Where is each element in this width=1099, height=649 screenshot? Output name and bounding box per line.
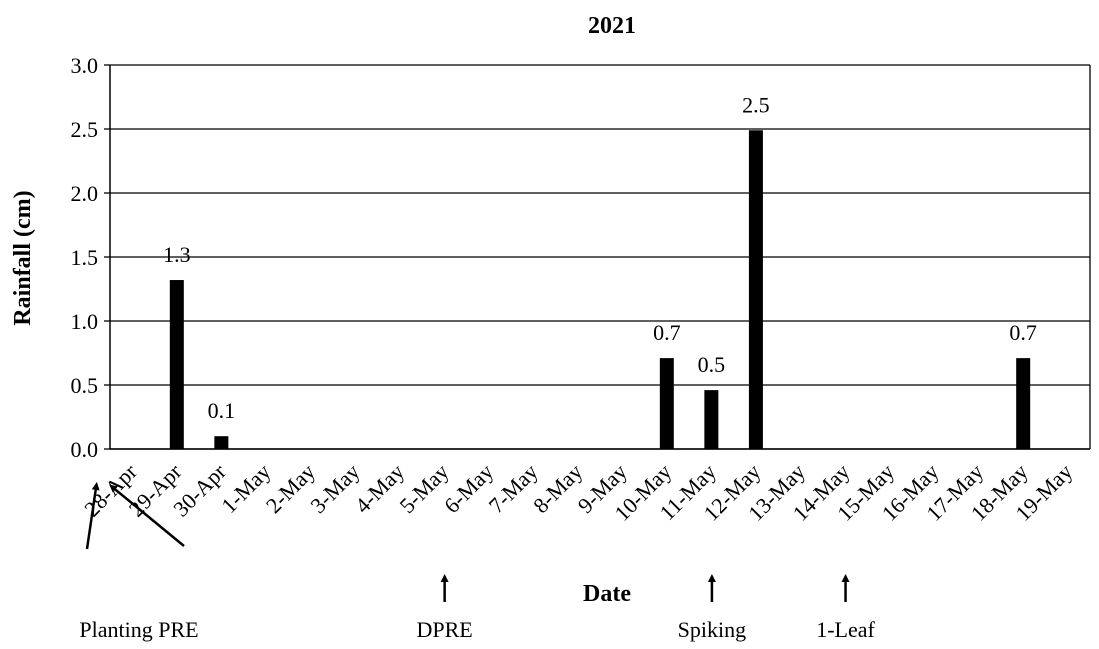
annotation-1-leaf: 1-Leaf — [816, 617, 875, 642]
x-tick-label-4-May: 4-May — [350, 459, 409, 518]
data-label-29-Apr: 1.3 — [163, 242, 191, 267]
data-labels: 1.3 0.1 0.7 0.5 2.5 0.7 — [163, 92, 1037, 423]
x-tick-label-6-May: 6-May — [439, 459, 498, 518]
x-axis-label: Date — [583, 581, 631, 607]
bars — [169, 130, 1031, 449]
y-tick-label-3: 1.5 — [71, 245, 99, 270]
bar-29-Apr — [169, 280, 184, 449]
y-tick-label-1: 0.5 — [71, 373, 99, 398]
arrow-pre — [109, 484, 185, 547]
bar-30-Apr — [214, 436, 229, 449]
y-tick-label-5: 2.5 — [71, 117, 99, 142]
y-axis-label: Rainfall (cm) — [10, 190, 36, 325]
y-tick-label-2: 1.0 — [71, 309, 99, 334]
data-label-30-Apr: 0.1 — [208, 398, 236, 423]
axes — [104, 64, 1091, 450]
y-tick-labels: 0.0 0.5 1.0 1.5 2.0 2.5 3.0 — [71, 53, 99, 462]
y-tick-label-0: 0.0 — [71, 437, 99, 462]
x-tick-label-8-May: 8-May — [528, 459, 587, 518]
y-tick-label-6: 3.0 — [71, 53, 99, 78]
annotation-planting-pre: Planting PRE — [79, 617, 198, 642]
bar-10-May — [659, 358, 674, 449]
x-tick-labels: 28-Apr29-Apr30-Apr1-May2-May3-May4-May5-… — [79, 458, 1077, 525]
x-tick-label-2-May: 2-May — [261, 459, 320, 518]
bar-11-May — [704, 390, 719, 449]
data-label-12-May: 2.5 — [742, 92, 770, 117]
x-tick-label-5-May: 5-May — [394, 459, 453, 518]
y-tick-label-4: 2.0 — [71, 181, 99, 206]
data-label-10-May: 0.7 — [653, 320, 681, 345]
x-tick-label-1-May: 1-May — [216, 459, 275, 518]
x-tick-label-30-Apr: 30-Apr — [168, 458, 231, 521]
bar-12-May — [748, 130, 763, 449]
bar-18-May — [1016, 358, 1031, 449]
x-tick-label-7-May: 7-May — [484, 459, 543, 518]
arrow-planting — [85, 482, 100, 550]
annotations: Planting PRE DPRE Spiking 1-Leaf — [79, 482, 876, 642]
data-label-11-May: 0.5 — [698, 352, 726, 377]
data-label-18-May: 0.7 — [1009, 320, 1037, 345]
x-tick-label-3-May: 3-May — [305, 459, 364, 518]
gridlines — [110, 64, 1090, 450]
annotation-spiking: Spiking — [678, 617, 746, 642]
chart-title: 2021 — [588, 13, 636, 39]
annotation-dpre: DPRE — [417, 617, 473, 642]
